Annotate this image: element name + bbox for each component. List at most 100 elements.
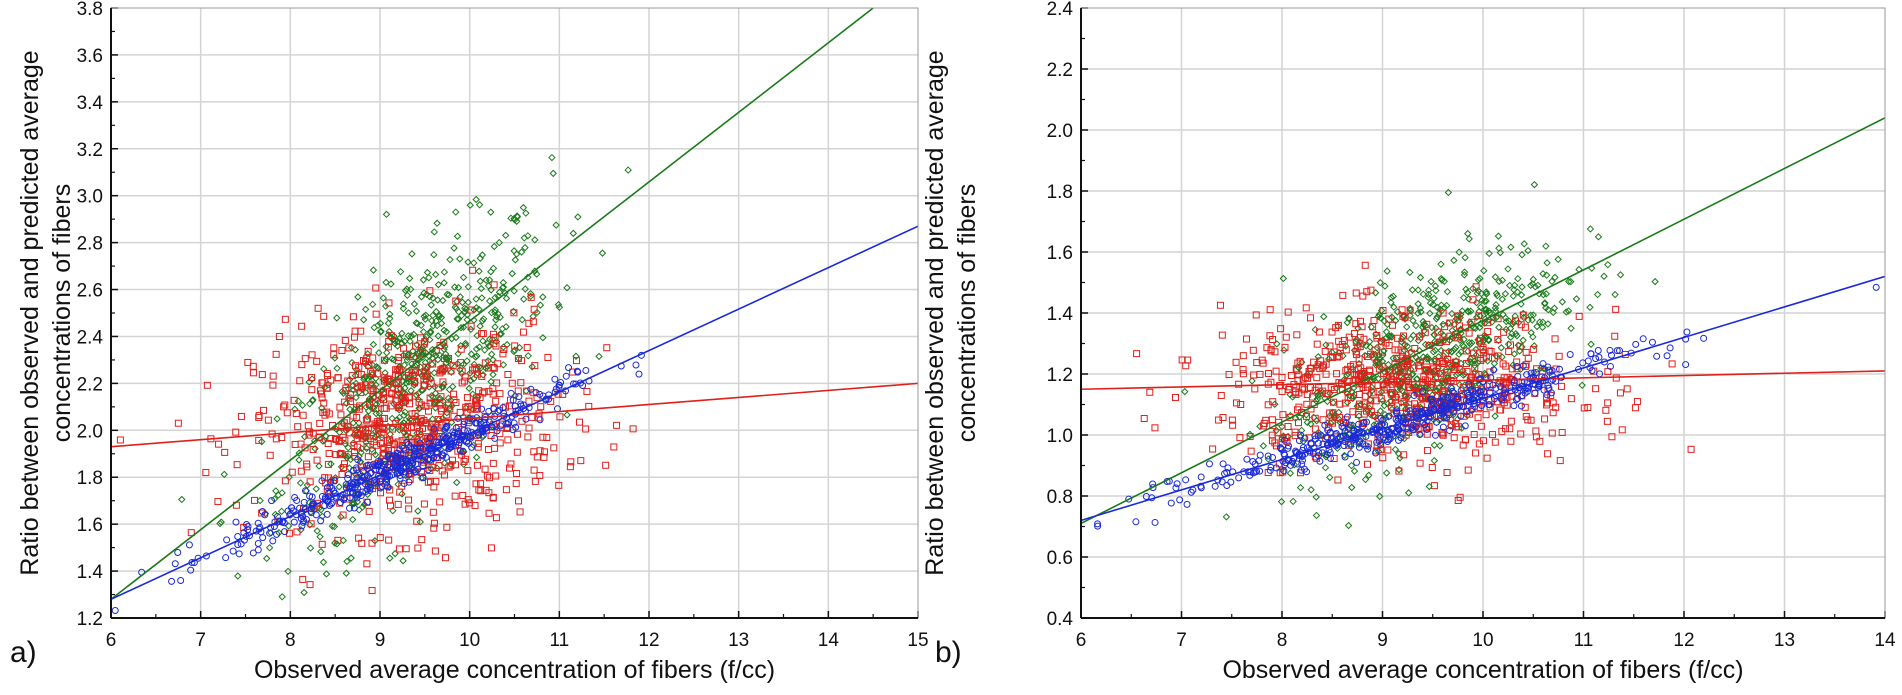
data-point-blue	[1276, 444, 1284, 452]
data-point-red	[513, 430, 521, 438]
data-point-red	[583, 388, 591, 396]
data-point-blue	[1632, 340, 1640, 348]
data-point-red	[1454, 334, 1462, 342]
data-point-red	[1618, 426, 1626, 434]
data-point-blue	[1211, 482, 1219, 490]
data-point-green	[1430, 294, 1438, 303]
data-point-blue	[243, 521, 251, 529]
data-point-red	[385, 338, 393, 346]
data-point-green	[1519, 336, 1527, 344]
data-point-red	[1353, 351, 1361, 359]
data-point-green	[453, 232, 462, 240]
data-point-red	[1239, 365, 1247, 373]
data-point-green	[1366, 343, 1374, 351]
data-point-red	[1385, 341, 1393, 349]
data-point-green	[1578, 381, 1586, 390]
data-point-red	[1465, 329, 1473, 337]
data-point-green	[1482, 290, 1491, 298]
data-point-red	[1293, 366, 1301, 374]
x-tick-label: 9	[1377, 630, 1388, 651]
data-point-blue	[1288, 457, 1296, 465]
data-point-green	[1339, 352, 1347, 360]
data-point-green	[1505, 281, 1514, 290]
data-point-green	[497, 330, 505, 338]
data-point-green	[1538, 323, 1547, 332]
data-point-red	[379, 389, 387, 397]
data-point-green	[1397, 335, 1406, 343]
data-point-red	[493, 379, 501, 387]
x-tick-label: 10	[459, 630, 480, 651]
data-point-red	[325, 450, 333, 458]
data-point-red	[1522, 348, 1530, 356]
data-point-red	[405, 505, 413, 513]
data-point-red	[365, 361, 373, 369]
data-point-green	[391, 337, 399, 345]
data-point-green	[386, 554, 394, 562]
data-point-blue	[1683, 328, 1691, 336]
data-point-blue	[1395, 426, 1403, 434]
data-point-red	[1371, 346, 1379, 354]
data-point-green	[459, 360, 468, 369]
data-point-blue	[1543, 391, 1551, 399]
data-point-green	[216, 519, 224, 528]
data-point-red	[363, 560, 371, 568]
data-point-blue	[1424, 409, 1432, 417]
data-point-blue	[367, 483, 375, 491]
data-point-red	[1399, 332, 1407, 340]
data-point-blue	[1094, 520, 1102, 528]
data-point-green	[1488, 318, 1496, 326]
data-point-red	[1311, 425, 1319, 433]
data-point-red	[519, 328, 527, 336]
data-point-red	[473, 396, 481, 404]
data-point-blue	[1187, 488, 1195, 496]
data-point-blue	[419, 445, 427, 453]
data-point-red	[1500, 328, 1508, 336]
data-point-green	[1472, 298, 1481, 307]
data-point-red	[1330, 348, 1338, 356]
data-point-blue	[1531, 389, 1539, 397]
data-point-green	[526, 289, 535, 298]
data-point-blue	[1436, 399, 1444, 407]
data-point-green	[532, 270, 541, 278]
data-point-red	[1295, 371, 1303, 379]
data-point-red	[467, 306, 475, 314]
data-point-red	[1379, 348, 1387, 356]
data-point-green	[312, 485, 320, 493]
data-point-green	[1517, 291, 1526, 299]
data-point-green	[487, 308, 496, 317]
data-point-red	[467, 322, 475, 330]
data-point-red	[232, 428, 240, 436]
data-point-green	[419, 276, 428, 284]
data-point-green	[1456, 336, 1464, 344]
data-point-red	[544, 353, 552, 361]
data-point-green	[382, 210, 391, 219]
data-point-red	[447, 367, 455, 375]
data-point-green	[1539, 291, 1548, 299]
data-point-green	[406, 337, 414, 346]
x-tick-label: 12	[638, 630, 659, 651]
data-point-red	[1278, 373, 1286, 381]
data-point-blue	[1586, 364, 1594, 372]
data-point-blue	[321, 501, 329, 509]
data-point-red	[1146, 388, 1154, 396]
data-point-blue	[1235, 474, 1243, 482]
data-point-green	[440, 326, 448, 335]
data-point-green	[1347, 461, 1356, 470]
data-point-red	[394, 357, 402, 365]
data-point-red	[1611, 332, 1619, 340]
data-point-red	[471, 364, 479, 372]
data-point-green	[1554, 255, 1562, 264]
data-point-red	[434, 424, 442, 432]
data-point-green	[465, 384, 473, 393]
data-point-blue	[407, 464, 415, 472]
data-point-red	[1398, 348, 1406, 356]
data-point-red	[1429, 363, 1437, 371]
data-point-red	[1237, 400, 1245, 408]
data-point-red	[510, 309, 518, 317]
data-point-green	[446, 255, 454, 264]
data-point-green	[1558, 298, 1567, 306]
data-point-blue	[1326, 449, 1334, 457]
data-point-red	[1494, 352, 1502, 360]
data-point-blue	[1453, 396, 1461, 404]
data-point-red	[536, 472, 544, 480]
